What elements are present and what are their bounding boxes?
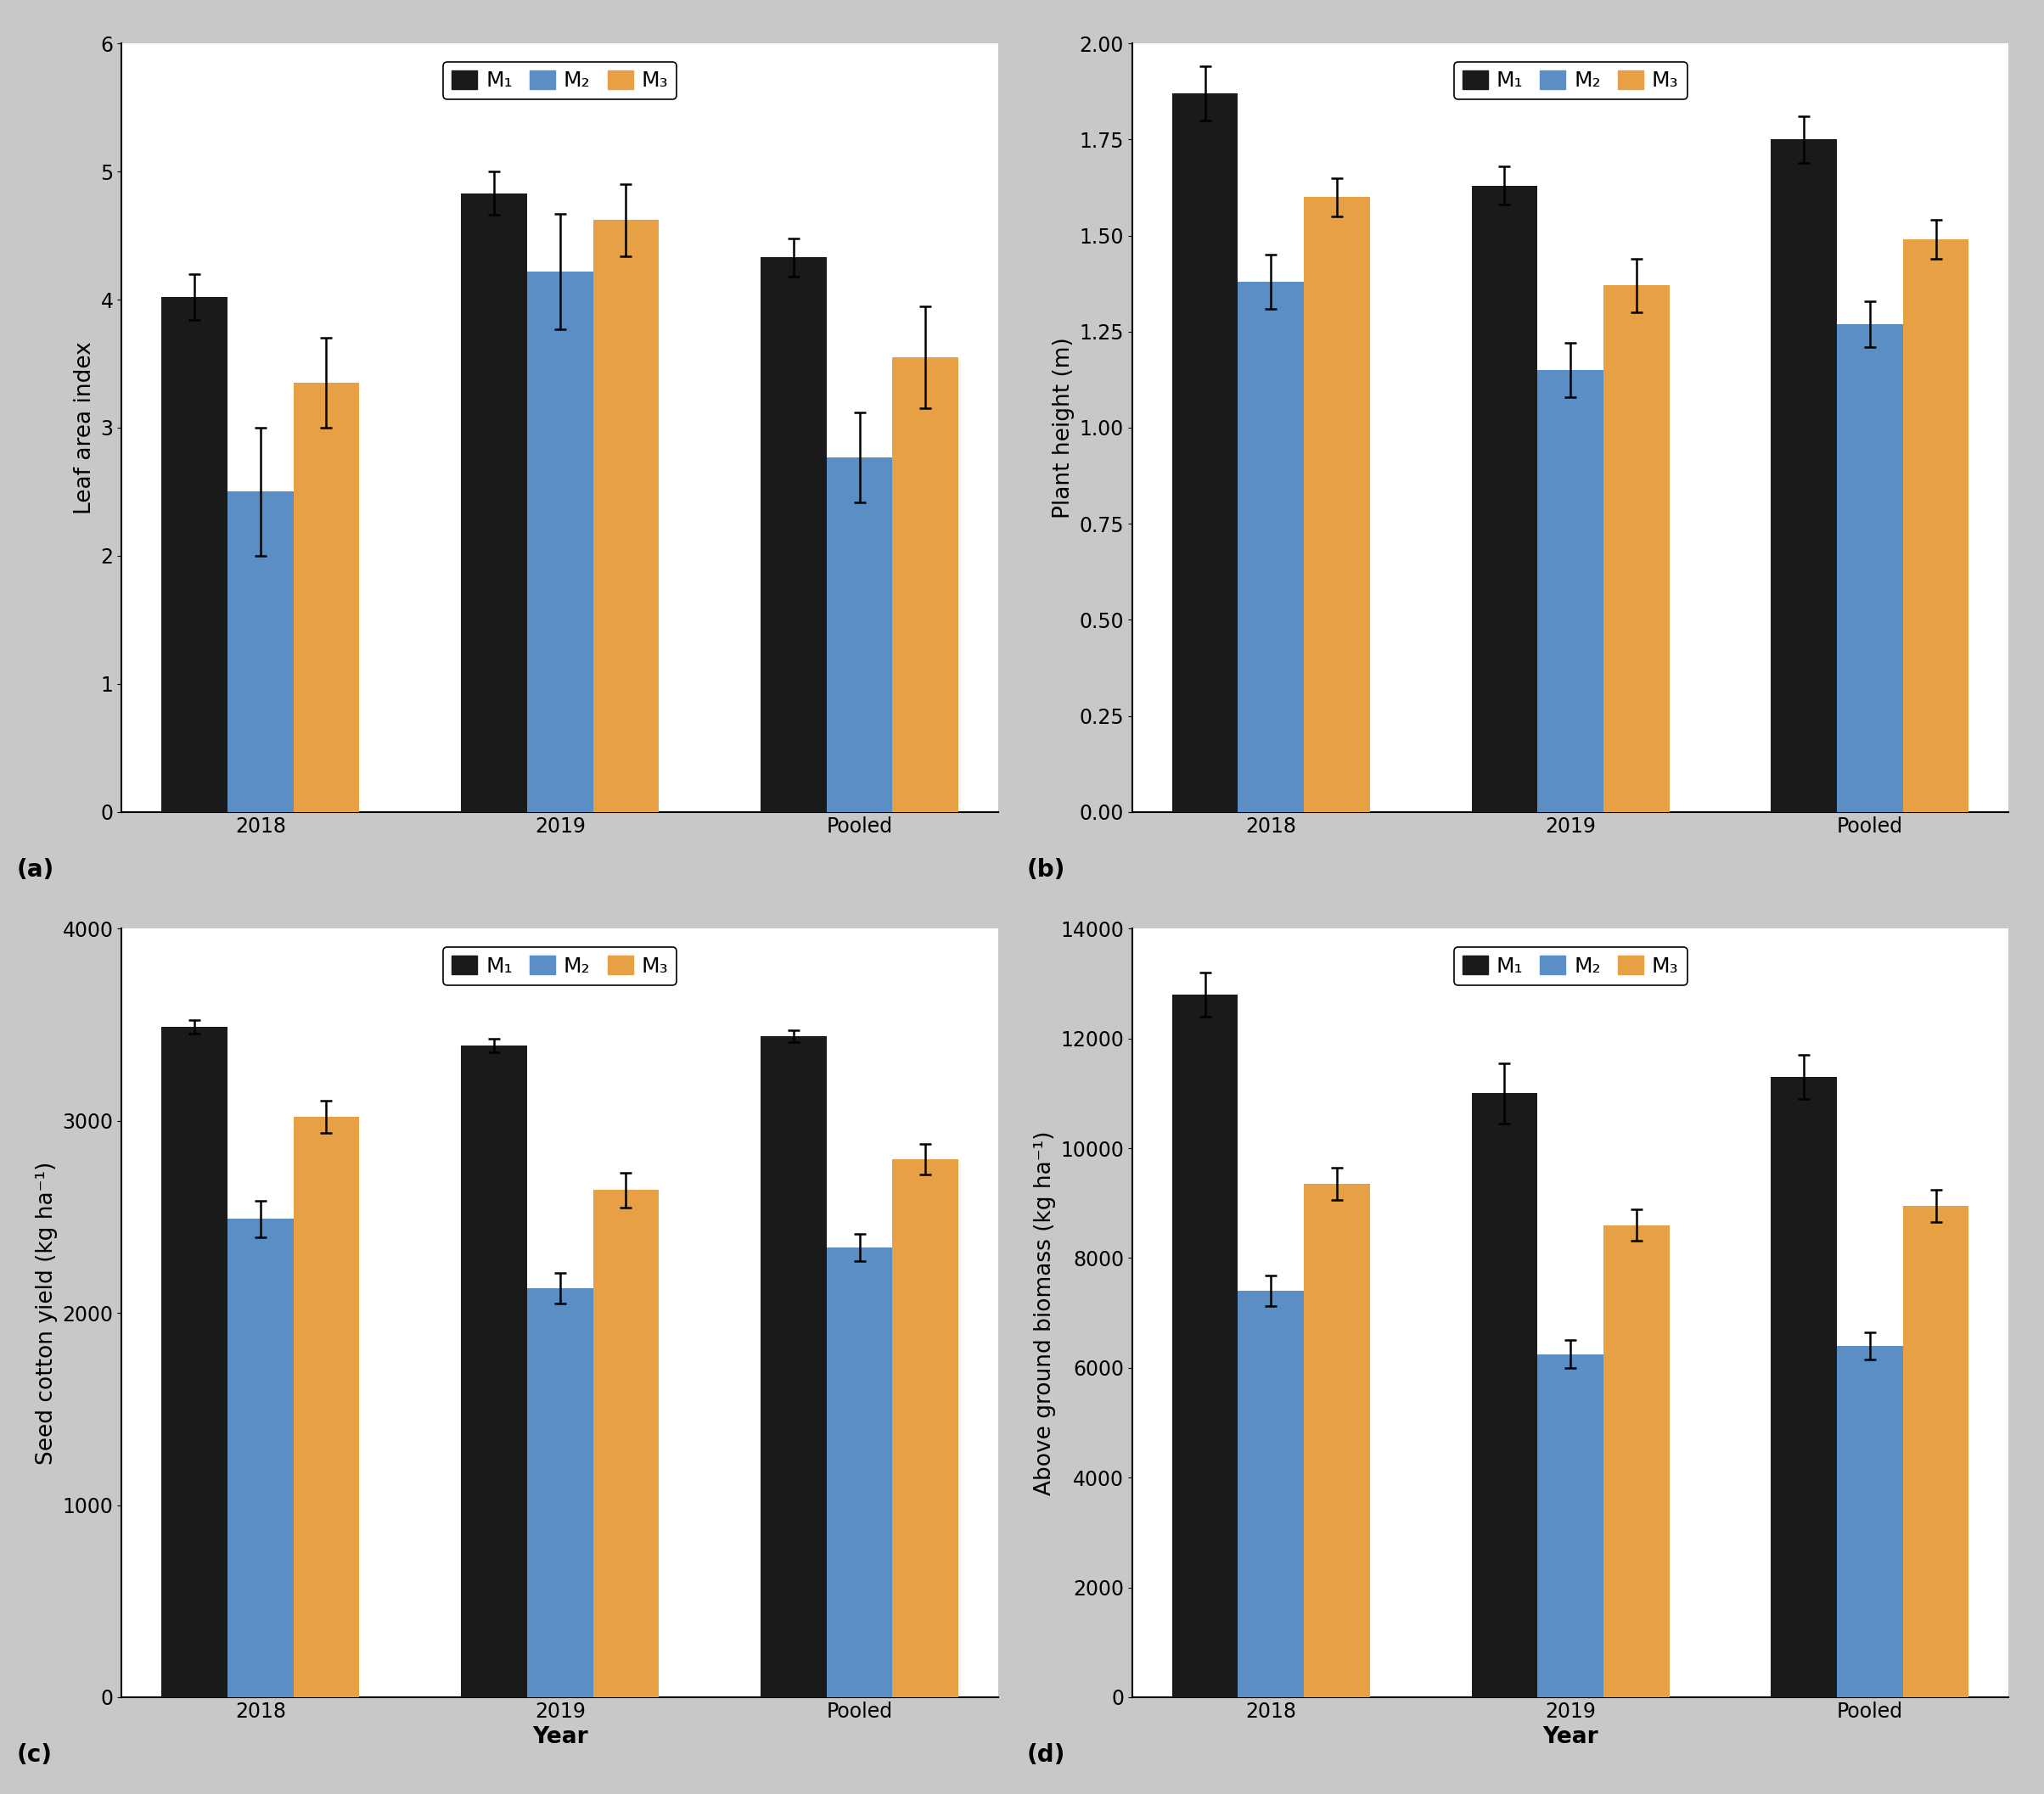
Bar: [1537, 1354, 1602, 1697]
Bar: [760, 1037, 826, 1697]
Bar: [1239, 282, 1304, 813]
Bar: [826, 457, 893, 813]
Bar: [527, 271, 593, 813]
Bar: [462, 1046, 527, 1697]
Bar: [1472, 1093, 1537, 1697]
Bar: [760, 257, 826, 813]
Bar: [1838, 1346, 1903, 1697]
Bar: [1304, 197, 1369, 813]
Bar: [1304, 1184, 1369, 1697]
Y-axis label: Plant height (m): Plant height (m): [1053, 337, 1075, 518]
Legend: M₁, M₂, M₃: M₁, M₂, M₃: [444, 61, 677, 100]
Y-axis label: Leaf area index: Leaf area index: [74, 341, 96, 515]
Bar: [1838, 325, 1903, 813]
Bar: [893, 1159, 959, 1697]
Bar: [1770, 140, 1838, 813]
Bar: [227, 492, 294, 813]
Text: (d): (d): [1026, 1744, 1065, 1767]
Text: (c): (c): [16, 1744, 53, 1767]
Bar: [826, 1247, 893, 1697]
Y-axis label: Above ground biomass (kg ha⁻¹): Above ground biomass (kg ha⁻¹): [1034, 1130, 1055, 1494]
Bar: [1903, 239, 1968, 813]
Bar: [527, 1288, 593, 1697]
Bar: [1171, 93, 1239, 813]
Text: (b): (b): [1026, 858, 1065, 883]
Bar: [1171, 994, 1239, 1697]
Bar: [1537, 370, 1602, 813]
Bar: [593, 221, 658, 813]
Bar: [1602, 1225, 1670, 1697]
Legend: M₁, M₂, M₃: M₁, M₂, M₃: [1453, 61, 1686, 100]
Bar: [593, 1189, 658, 1697]
Bar: [294, 1118, 360, 1697]
Bar: [161, 298, 227, 813]
Bar: [462, 194, 527, 813]
Bar: [294, 382, 360, 813]
Bar: [1239, 1292, 1304, 1697]
Legend: M₁, M₂, M₃: M₁, M₂, M₃: [444, 947, 677, 985]
Bar: [1602, 285, 1670, 813]
Y-axis label: Seed cotton yield (kg ha⁻¹): Seed cotton yield (kg ha⁻¹): [37, 1161, 57, 1464]
Bar: [227, 1218, 294, 1697]
Text: (a): (a): [16, 858, 53, 883]
Legend: M₁, M₂, M₃: M₁, M₂, M₃: [1453, 947, 1686, 985]
Bar: [1903, 1206, 1968, 1697]
X-axis label: Year: Year: [1543, 1726, 1598, 1749]
Bar: [1472, 185, 1537, 813]
Bar: [161, 1026, 227, 1697]
X-axis label: Year: Year: [531, 1726, 589, 1749]
Bar: [893, 357, 959, 813]
Bar: [1770, 1076, 1838, 1697]
